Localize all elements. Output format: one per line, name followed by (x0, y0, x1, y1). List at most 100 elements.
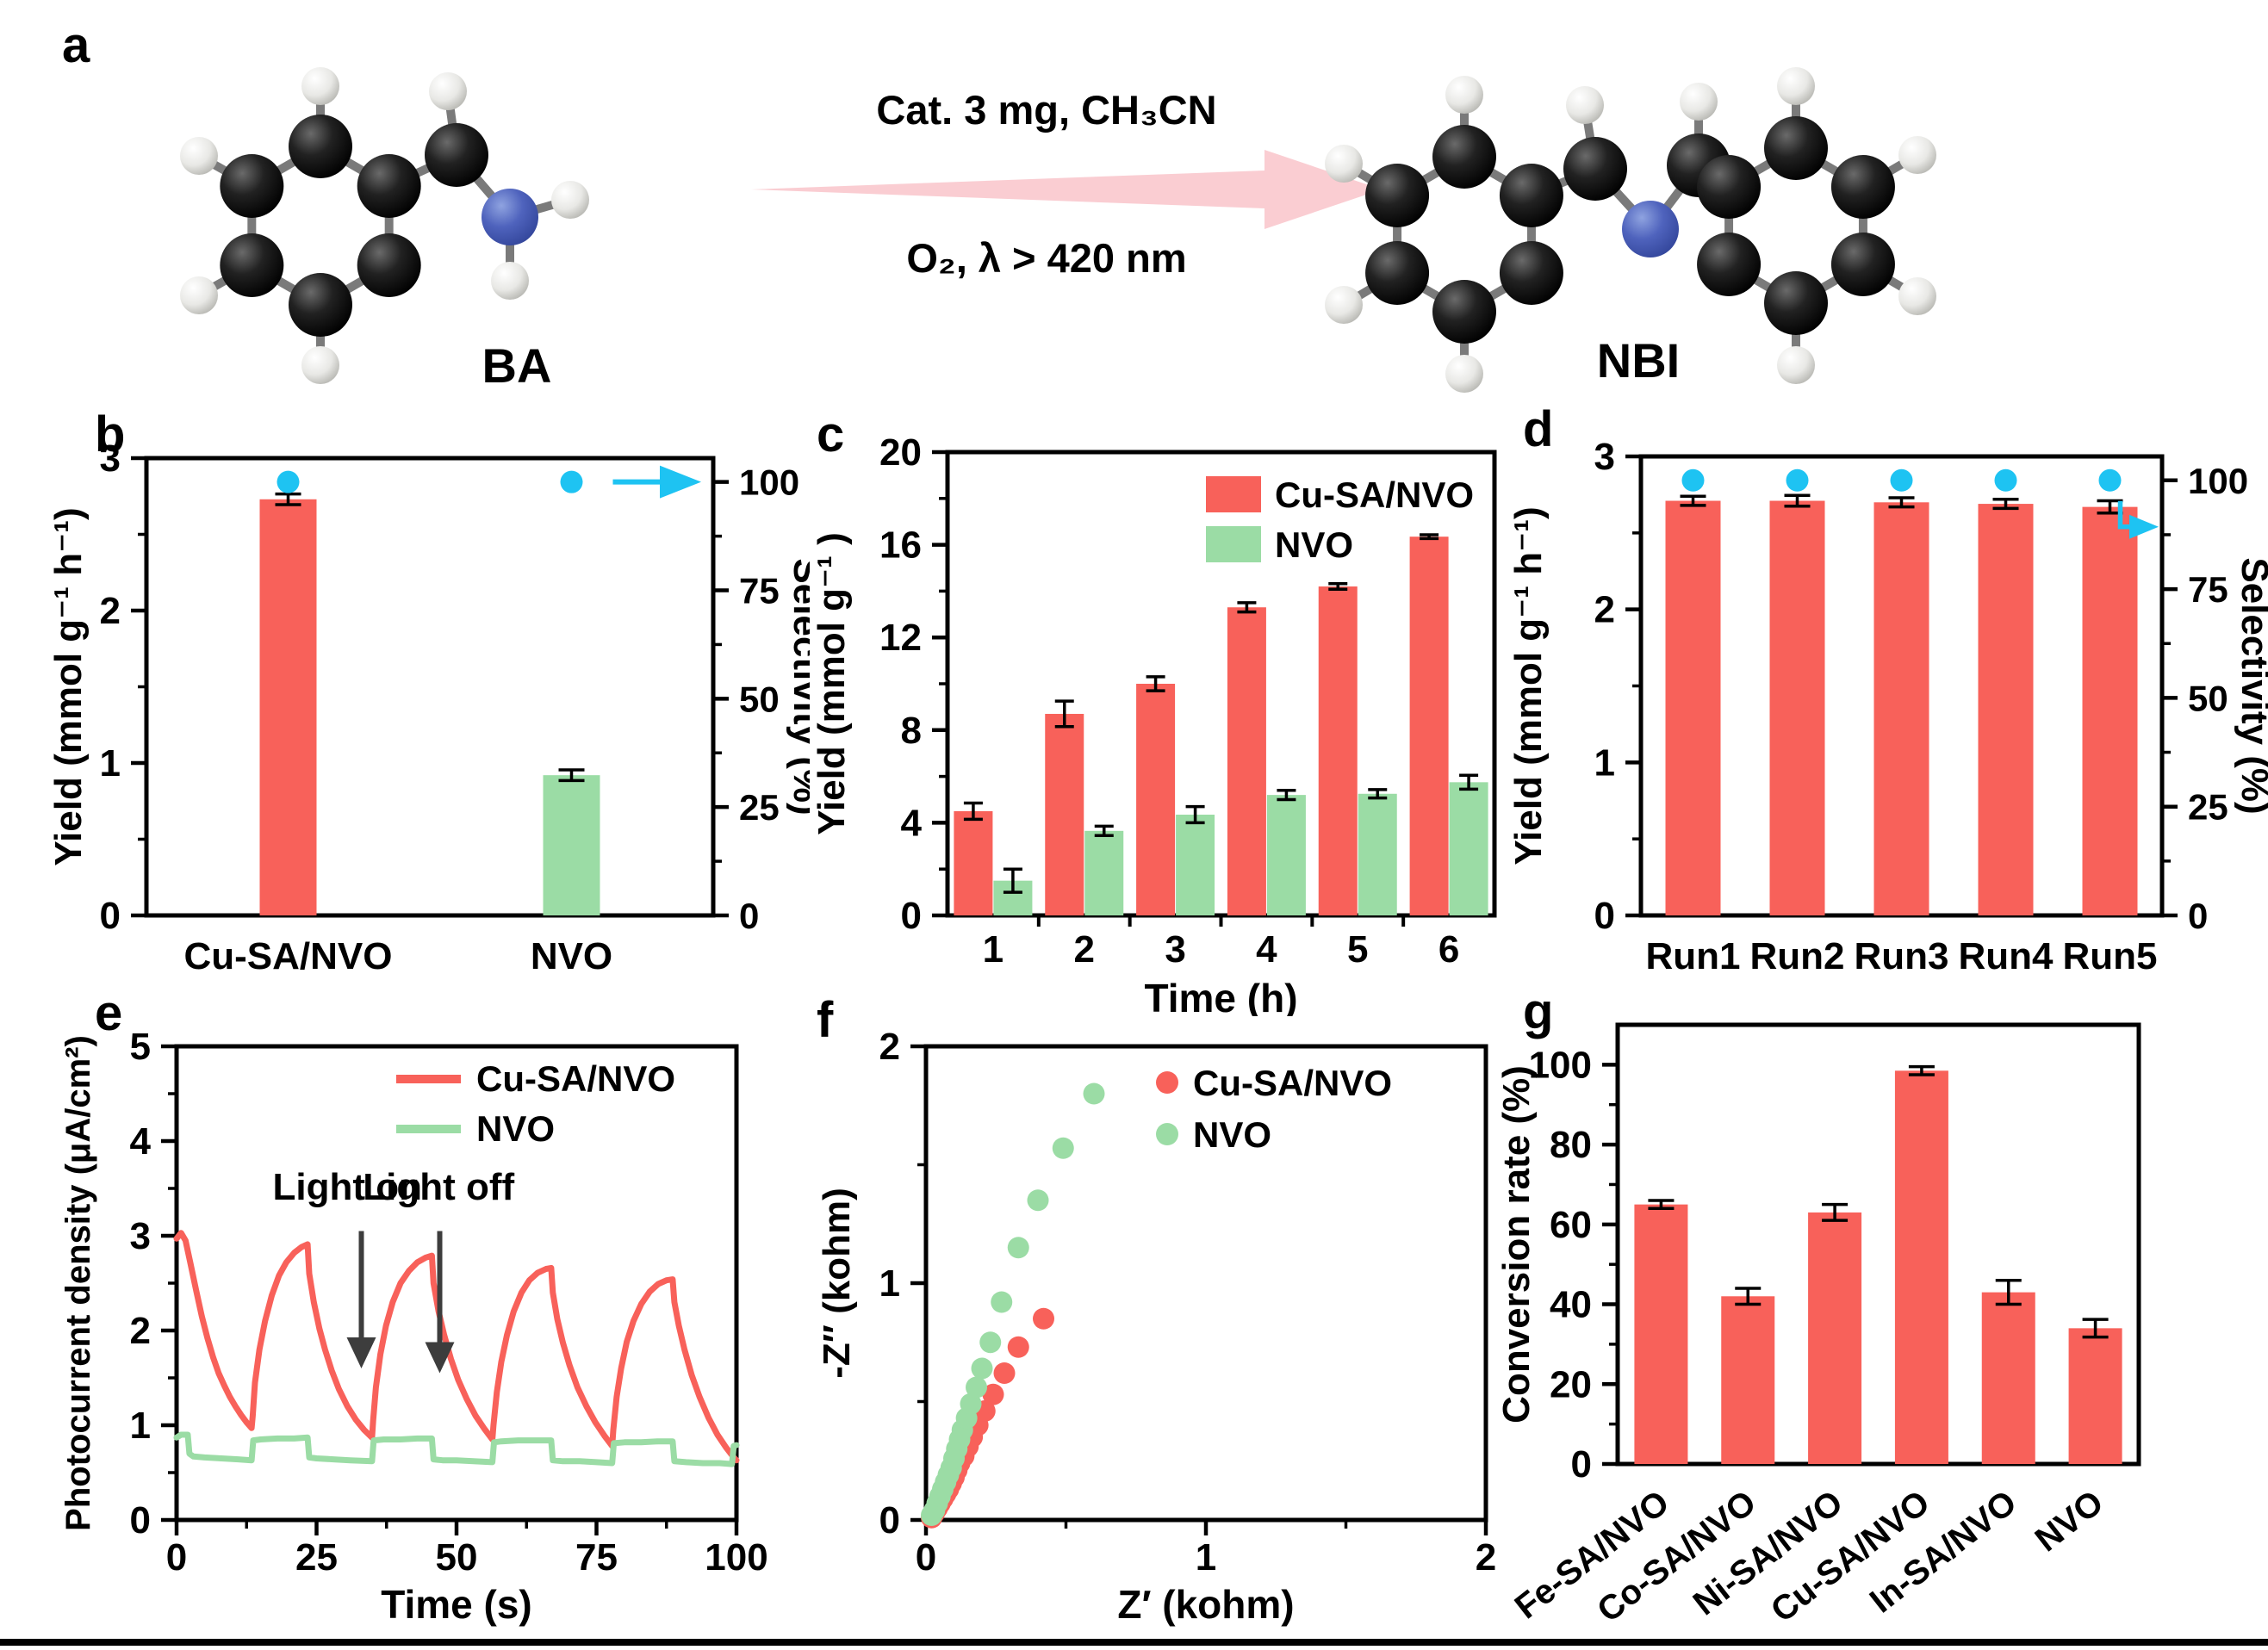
svg-text:Cu-SA/NVO: Cu-SA/NVO (1193, 1063, 1392, 1103)
selectivity-dot (277, 470, 300, 493)
svg-text:0: 0 (130, 1499, 151, 1541)
svg-text:Time (s): Time (s) (381, 1582, 532, 1627)
svg-text:Yield (mmol g⁻¹ h⁻¹): Yield (mmol g⁻¹ h⁻¹) (52, 507, 90, 865)
legend: Cu-SA/NVO NVO (1156, 1063, 1392, 1155)
svg-text:Light off: Light off (363, 1166, 514, 1208)
y-axis-title: Yield (mmol g⁻¹ ) (811, 532, 853, 835)
selectivity-dot (1681, 468, 1705, 492)
panel-b-chart: 0 1 2 3 0 25 50 75 100 Yield (mmol g⁻¹ h⁻¹) Select… (52, 437, 810, 977)
carbon-atom (357, 233, 421, 297)
bar-Run3 (1873, 502, 1929, 915)
hydrogen-atom (1566, 86, 1604, 124)
svg-text:NVO: NVO (1193, 1114, 1271, 1155)
y2-axis-title: Selectivity (%) (2234, 557, 2268, 814)
bar-NVO (2068, 1328, 2122, 1464)
carbon-atom (357, 154, 421, 218)
svg-text:25: 25 (739, 787, 780, 828)
svg-text:5: 5 (130, 1026, 151, 1068)
svg-text:Selectivity (%): Selectivity (%) (2234, 557, 2268, 814)
bar-Fe-SA/NVO (1634, 1204, 1688, 1464)
panel-f-chart: 0 1 2 -Z″ (kohm) Z′ (kohm) 0 1 2 Cu-SA/NVO NVO (816, 1026, 1496, 1627)
svg-text:40: 40 (1550, 1284, 1592, 1326)
selectivity-dot (1890, 468, 1913, 492)
carbon-atom (1432, 125, 1496, 189)
curve-Cu-SA/NVO (173, 1230, 740, 1464)
carbon-atom (425, 123, 488, 187)
plot-frame (174, 1044, 739, 1523)
ba-molecule (180, 67, 589, 384)
y-axis-right: 0 25 50 75 100 (2162, 461, 2248, 936)
svg-text:-Z″ (kohm): -Z″ (kohm) (816, 1188, 858, 1378)
y-axis-title: Photocurrent density (μA/cm²) (59, 1035, 97, 1531)
hydrogen-atom (1445, 76, 1483, 114)
reactant-label: BA (482, 338, 552, 393)
y-axis-left: 0 4 8 12 16 20 (879, 431, 948, 937)
category-label: Run1 (1646, 935, 1741, 977)
carbon-atom (1499, 241, 1563, 305)
svg-text:75: 75 (2188, 569, 2228, 610)
carbon-atom (220, 233, 284, 297)
svg-text:4: 4 (901, 802, 923, 844)
panel-e-chart: 0 1 2 3 4 5 Photocurrent density (μA/cm²) Time … (59, 1026, 768, 1627)
carbon-atom (1830, 233, 1895, 296)
hydrogen-atom (301, 346, 339, 384)
svg-text:50: 50 (739, 679, 780, 719)
hydrogen-atom (551, 181, 589, 219)
hydrogen-atom (1898, 277, 1936, 315)
svg-text:Photocurrent density (μA/cm²): Photocurrent density (μA/cm²) (59, 1035, 97, 1531)
bottom-rule (0, 1639, 2268, 1646)
y-axis-left: 0 1 2 (879, 1026, 926, 1541)
svg-text:100: 100 (739, 462, 799, 503)
nitrogen-atom (1622, 201, 1679, 257)
y-axis-left: 0 1 2 3 (100, 437, 146, 937)
svg-text:4: 4 (1256, 928, 1277, 971)
hydrogen-atom (1777, 67, 1815, 105)
svg-text:0: 0 (1594, 895, 1615, 937)
carbon-atom (1764, 116, 1828, 180)
svg-text:Run3: Run3 (1855, 935, 1949, 977)
category-label: NVO (531, 935, 612, 977)
bar-Cu-SA/NVO-3 (1136, 684, 1176, 915)
svg-text:25: 25 (295, 1536, 338, 1579)
svg-text:8: 8 (901, 710, 922, 752)
x-axis-title: Time (s) (381, 1582, 532, 1627)
svg-text:5: 5 (1347, 928, 1368, 971)
category-label: Run5 (2063, 935, 2158, 977)
svg-text:0: 0 (100, 895, 121, 937)
series (173, 1230, 740, 1464)
bar-Cu-SA/NVO-1 (954, 810, 993, 915)
y2-axis-title: Selectivity (%) (786, 558, 810, 815)
plot-frame (1615, 1022, 2141, 1467)
panel-label-f: f (817, 992, 834, 1048)
svg-text:Run5: Run5 (2063, 935, 2158, 977)
bar-Ni-SA/NVO (1808, 1212, 1862, 1464)
bars (954, 533, 1488, 915)
svg-text:3: 3 (130, 1215, 151, 1257)
svg-text:0: 0 (739, 896, 759, 936)
category-label: 6 (1438, 928, 1459, 971)
y-axis-right: 0 25 50 75 100 (713, 462, 799, 936)
bar-Co-SA/NVO (1721, 1296, 1775, 1464)
svg-text:Cu-SA/NVO: Cu-SA/NVO (1275, 475, 1474, 515)
svg-text:NVO: NVO (2029, 1483, 2110, 1559)
svg-text:1: 1 (1594, 741, 1615, 784)
carbon-atom (1764, 271, 1828, 335)
hydrogen-atom (1445, 355, 1483, 393)
panel-label-g: g (1523, 983, 1554, 1039)
reaction-scheme (180, 67, 1936, 393)
carbon-atom (220, 154, 284, 218)
bar-Cu-SA/NVO (1894, 1070, 1948, 1464)
bars (1634, 1064, 2122, 1464)
bar-Cu-SA/NVO-2 (1045, 713, 1084, 915)
svg-text:50: 50 (436, 1536, 478, 1579)
svg-text:0: 0 (879, 1499, 900, 1541)
bar-NVO-6 (1449, 782, 1488, 915)
svg-text:12: 12 (879, 617, 922, 659)
legend: Cu-SA/NVO NVO (396, 1058, 675, 1149)
svg-text:2: 2 (130, 1310, 151, 1352)
hydrogen-atom (1898, 136, 1936, 174)
category-label: 2 (1074, 928, 1095, 971)
curve-NVO (173, 1431, 740, 1467)
bar-Cu-SA/NVO-5 (1318, 586, 1358, 915)
